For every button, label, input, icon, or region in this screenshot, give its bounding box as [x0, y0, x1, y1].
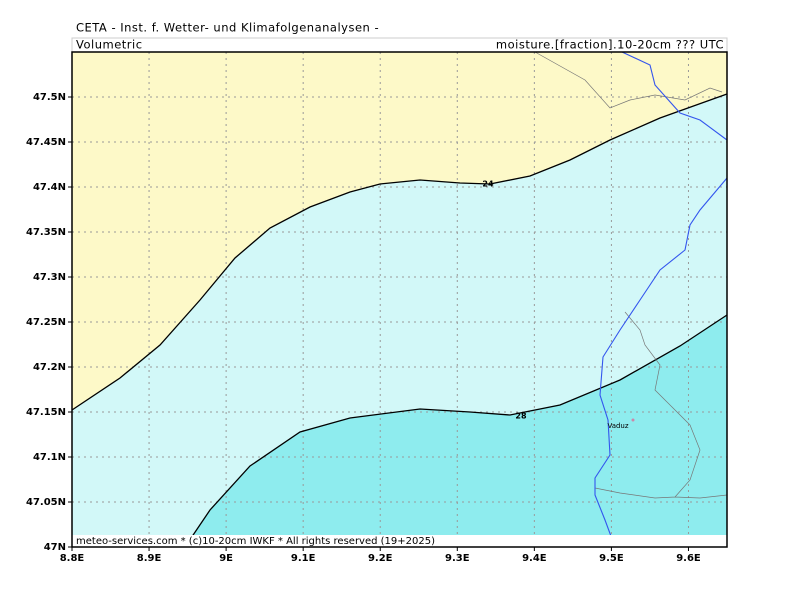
y-tick-label: 47.15N [26, 407, 66, 418]
x-tick-label: 9E [219, 553, 233, 564]
river [594, 177, 728, 548]
contour-line [71, 93, 728, 411]
contour-label: 28 [515, 412, 527, 421]
y-tick-label: 47.35N [26, 227, 66, 238]
border [534, 51, 723, 109]
x-tick-label: 9.4E [522, 553, 547, 564]
border [594, 311, 728, 499]
x-tick-label: 9.3E [445, 553, 470, 564]
place-label: Vaduz [607, 422, 628, 430]
y-tick-label: 47.05N [26, 497, 66, 508]
place-marker [631, 418, 635, 422]
y-tick-label: 47N [44, 542, 66, 553]
x-tick-label: 9.2E [368, 553, 393, 564]
y-tick-label: 47.25N [26, 317, 66, 328]
subtitle-left: Volumetric [76, 38, 143, 52]
y-tick-label: 47.2N [33, 362, 66, 373]
river [621, 51, 728, 141]
x-tick-label: 8.8E [60, 553, 85, 564]
title: CETA - Inst. f. Wetter- und Klimafolgena… [76, 21, 379, 35]
x-tick-label: 9.1E [291, 553, 316, 564]
map-frame [71, 51, 728, 548]
y-tick-label: 47.3N [33, 272, 66, 283]
map-area: 24 28 Vaduz meteo-services.com * (c)10-2… [71, 51, 728, 548]
footer: meteo-services.com * (c)10-20cm IWKF * A… [76, 536, 435, 547]
contour-label: 24 [482, 180, 494, 189]
contour-line [184, 314, 728, 548]
zone-high [185, 315, 727, 547]
x-tick-label: 8.9E [137, 553, 162, 564]
y-tick-label: 47.4N [33, 182, 66, 193]
x-tick-label: 9.6E [676, 553, 701, 564]
y-tick-label: 47.1N [33, 452, 66, 463]
y-tick-label: 47.45N [26, 137, 66, 148]
y-tick-label: 47.5N [33, 92, 66, 103]
subtitle-right: moisture.[fraction].10-20cm ??? UTC [496, 38, 724, 52]
footer-box [72, 535, 727, 547]
x-tick-label: 9.5E [599, 553, 624, 564]
